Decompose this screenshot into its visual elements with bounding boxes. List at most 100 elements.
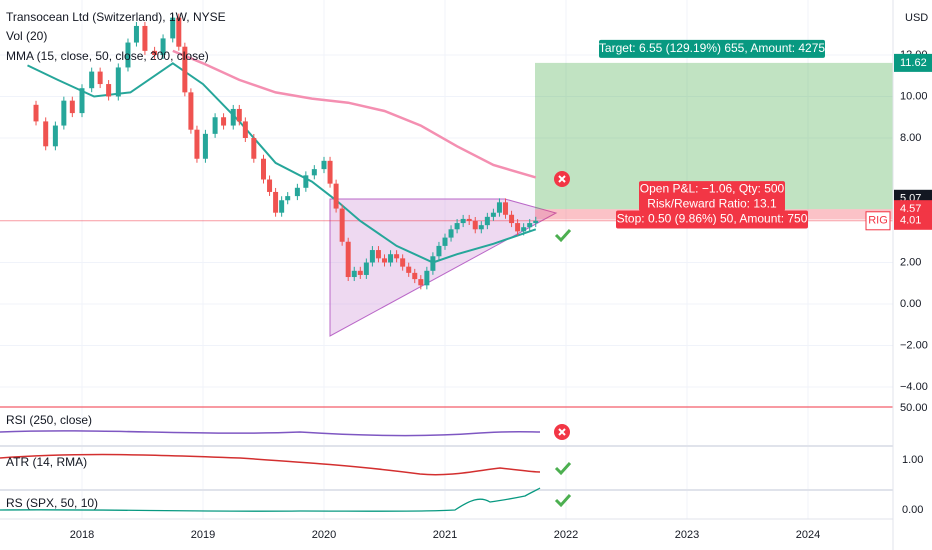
- price-label: 11.62: [900, 57, 927, 69]
- candle: [311, 169, 317, 176]
- candle: [412, 272, 418, 280]
- candle: [345, 241, 351, 278]
- time-tick-label: 2021: [433, 529, 457, 541]
- candle: [460, 218, 466, 224]
- candle: [43, 121, 49, 147]
- candle: [170, 17, 176, 39]
- candle: [527, 223, 533, 228]
- candle: [242, 121, 248, 138]
- currency: USD: [905, 12, 928, 24]
- candle: [106, 84, 112, 97]
- price-tick-label: 10.00: [900, 90, 928, 102]
- pnl-text: Open P&L: −1.06, Qty: 500: [640, 181, 785, 195]
- atr-axis-label: 1.00: [902, 454, 923, 466]
- check-icon: [554, 461, 572, 476]
- candle: [509, 214, 515, 224]
- symbol-box: [865, 211, 891, 231]
- candle: [89, 71, 95, 89]
- candle: [406, 266, 412, 273]
- candle: [375, 250, 381, 259]
- candle: [333, 183, 339, 209]
- candle: [230, 108, 236, 126]
- candle: [202, 133, 208, 159]
- candle: [33, 104, 39, 122]
- stop-text: Stop: 0.50 (9.86%) 50, Amount: 750: [617, 212, 808, 226]
- candle: [273, 191, 279, 213]
- candle: [484, 216, 490, 226]
- candle: [394, 254, 400, 259]
- ma50-line: [27, 62, 537, 264]
- price-label-box: [894, 53, 932, 72]
- candle: [533, 220, 539, 224]
- candle: [388, 254, 394, 263]
- candle: [442, 237, 448, 246]
- symbol-label: RIG: [868, 215, 888, 227]
- rsi-axis-label: 50.00: [900, 402, 928, 414]
- candle: [115, 67, 121, 97]
- candle: [503, 202, 508, 215]
- candle: [357, 270, 363, 275]
- candle: [52, 125, 58, 147]
- candle: [221, 117, 227, 126]
- pane-divider: [0, 489, 893, 491]
- atr-legend: ATR (14, RMA): [6, 455, 87, 469]
- price-tick-label: −2.00: [900, 339, 928, 351]
- candle: [261, 158, 266, 180]
- candle: [285, 196, 291, 201]
- rs-legend: RS (SPX, 50, 10): [6, 496, 98, 510]
- candle: [363, 262, 369, 275]
- cross-icon: [554, 171, 570, 187]
- symbol-title: Transocean Ltd (Switzerland), 1W, NYSE: [6, 10, 226, 24]
- price-label-box: [894, 211, 932, 230]
- candle: [496, 202, 502, 213]
- candle: [182, 46, 188, 93]
- pane-divider: [0, 445, 893, 447]
- candle: [152, 50, 158, 55]
- position-tool: Target: 6.55 (129.19%) 655, Amount: 4275…: [0, 39, 893, 229]
- rsi-line: [0, 430, 541, 437]
- candle: [327, 160, 333, 184]
- candle: [515, 223, 521, 232]
- candle: [472, 221, 478, 230]
- candle: [133, 25, 139, 43]
- ma200-line: [172, 49, 537, 179]
- time-tick-label: 2020: [312, 529, 336, 541]
- candle: [430, 256, 436, 271]
- candle: [448, 229, 454, 238]
- price-tick-label: 8.00: [900, 132, 921, 144]
- pnl-box: [639, 181, 785, 212]
- price-axis: 12.0010.008.002.000.00−2.00−4.0020182019…: [70, 49, 928, 541]
- candle: [236, 108, 242, 122]
- atr-line: [0, 453, 541, 476]
- volume-legend: Vol (20): [6, 29, 47, 43]
- time-tick-label: 2024: [796, 529, 820, 541]
- cross-icon: [554, 424, 570, 440]
- price-tick-label: −4.00: [900, 381, 928, 393]
- candle: [69, 100, 75, 114]
- candle: [294, 187, 300, 197]
- candle: [79, 88, 85, 114]
- price-label: 4.01: [900, 215, 921, 227]
- triangle-pattern: [329, 198, 558, 337]
- candle: [97, 71, 103, 85]
- candle: [424, 270, 430, 286]
- price-tick-label: 2.00: [900, 256, 921, 268]
- candle: [303, 175, 309, 188]
- check-icon: [554, 493, 572, 508]
- candle: [454, 223, 460, 230]
- candle: [521, 227, 527, 232]
- candle: [436, 245, 442, 257]
- time-tick-label: 2023: [675, 529, 699, 541]
- time-tick-label: 2022: [554, 529, 578, 541]
- candle: [478, 225, 484, 230]
- time-tick-label: 2019: [191, 529, 215, 541]
- target-text: Target: 6.55 (129.19%) 655, Amount: 4275: [599, 41, 825, 55]
- price-plot: [27, 13, 539, 290]
- candle: [125, 42, 131, 68]
- rs-line: [0, 487, 541, 512]
- check-icon: [554, 228, 572, 243]
- candle: [351, 270, 357, 278]
- candle: [321, 160, 327, 170]
